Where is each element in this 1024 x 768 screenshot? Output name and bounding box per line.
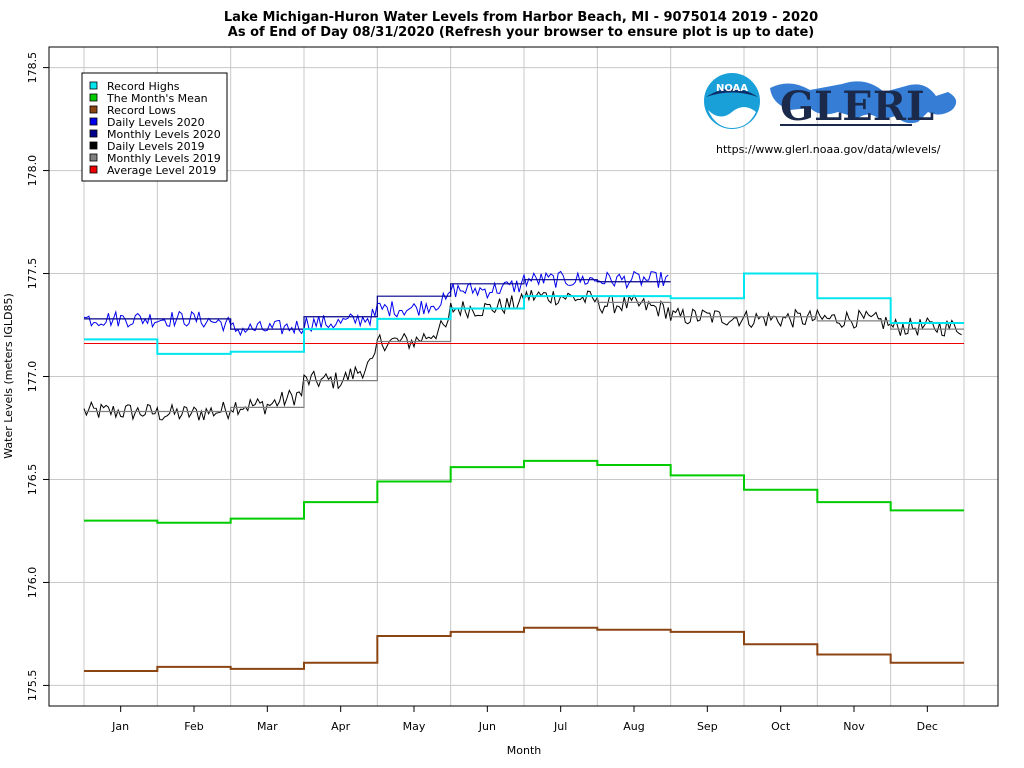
legend-swatch-daily-levels-2019	[89, 141, 98, 150]
y-tick-label: 178.0	[26, 155, 39, 187]
x-axis: Jan Feb Mar Apr May Jun Jul Aug Sep Oct Nov Dec	[111, 706, 938, 733]
lakes-map-icon	[770, 81, 957, 124]
y-tick-label: 176.0	[26, 567, 39, 599]
the-month-s-mean-line	[84, 459, 964, 524]
x-tick-label-jan: Jan	[111, 720, 129, 733]
series-record-highs	[84, 272, 964, 355]
y-tick-label: 176.5	[26, 464, 39, 496]
series-layer	[83, 270, 964, 672]
legend-swatch-monthly-levels-2020	[89, 129, 98, 138]
legend-label-monthly-levels-2020: Monthly Levels 2020	[107, 128, 221, 141]
legend-label-record-lows: Record Lows	[107, 104, 176, 117]
x-tick-label-dec: Dec	[917, 720, 938, 733]
x-tick-label-apr: Apr	[331, 720, 351, 733]
y-tick-label: 177.0	[26, 361, 39, 393]
monthly-levels-2020-line	[84, 279, 671, 330]
daily-levels-2020-line	[83, 270, 669, 337]
legend-label-monthly-levels-2019: Monthly Levels 2019	[107, 152, 221, 165]
legend-label-the-month-s-mean: The Month's Mean	[106, 92, 208, 105]
x-tick-label-may: May	[403, 720, 426, 733]
glerl-logo: NOAA GLERL https://www.glerl.noaa.gov/da…	[704, 73, 957, 156]
noaa-gull-icon	[706, 88, 758, 97]
noaa-logo-text: NOAA	[716, 83, 748, 94]
series-record-lows	[84, 626, 964, 672]
chart-title-line2: As of End of Day 08/31/2020 (Refresh you…	[228, 25, 814, 40]
legend-swatch-monthly-levels-2019	[89, 153, 98, 162]
y-axis-label: Water Levels (meters IGLD85)	[2, 293, 15, 459]
series-daily-levels-2020	[83, 270, 669, 337]
x-tick-label-aug: Aug	[623, 720, 644, 733]
record-lows-line	[84, 626, 964, 672]
x-tick-label-jul: Jul	[553, 720, 567, 733]
legend-label-daily-levels-2020: Daily Levels 2020	[107, 116, 205, 129]
legend-swatch-daily-levels-2020	[89, 117, 98, 126]
legend-swatch-record-highs	[89, 81, 98, 90]
chart-title-line1: Lake Michigan-Huron Water Levels from Ha…	[224, 10, 818, 25]
series-the-month-s-mean	[84, 459, 964, 524]
x-axis-label: Month	[507, 744, 542, 757]
daily-levels-2019-line	[83, 290, 962, 422]
legend-label-record-highs: Record Highs	[107, 80, 180, 93]
x-tick-label-jun: Jun	[478, 720, 496, 733]
glerl-url: https://www.glerl.noaa.gov/data/wlevels/	[716, 143, 941, 156]
legend-box	[81, 72, 228, 182]
x-tick-label-feb: Feb	[184, 720, 203, 733]
y-tick-label: 178.5	[26, 52, 39, 84]
record-highs-line	[84, 272, 964, 355]
legend-label-daily-levels-2019: Daily Levels 2019	[107, 140, 205, 153]
y-axis: 175.5 176.0 176.5 177.0 177.5 178.0 178.5	[26, 52, 49, 701]
noaa-wave-icon	[708, 107, 756, 128]
glerl-underline	[780, 124, 912, 126]
x-tick-label-oct: Oct	[771, 720, 791, 733]
x-tick-label-mar: Mar	[257, 720, 278, 733]
y-tick-label: 175.5	[26, 670, 39, 702]
legend-swatch-record-lows	[89, 105, 98, 114]
glerl-logo-text: GLERL	[780, 83, 934, 130]
y-tick-label: 177.5	[26, 258, 39, 290]
legend-label-average-level-2019: Average Level 2019	[107, 164, 216, 177]
legend-swatch-the-month-s-mean	[89, 93, 98, 102]
x-tick-label-sep: Sep	[697, 720, 718, 733]
x-tick-label-nov: Nov	[843, 720, 865, 733]
series-monthly-levels-2020	[84, 279, 671, 330]
series-daily-levels-2019	[83, 290, 962, 422]
legend-swatch-average-level-2019	[89, 165, 98, 174]
